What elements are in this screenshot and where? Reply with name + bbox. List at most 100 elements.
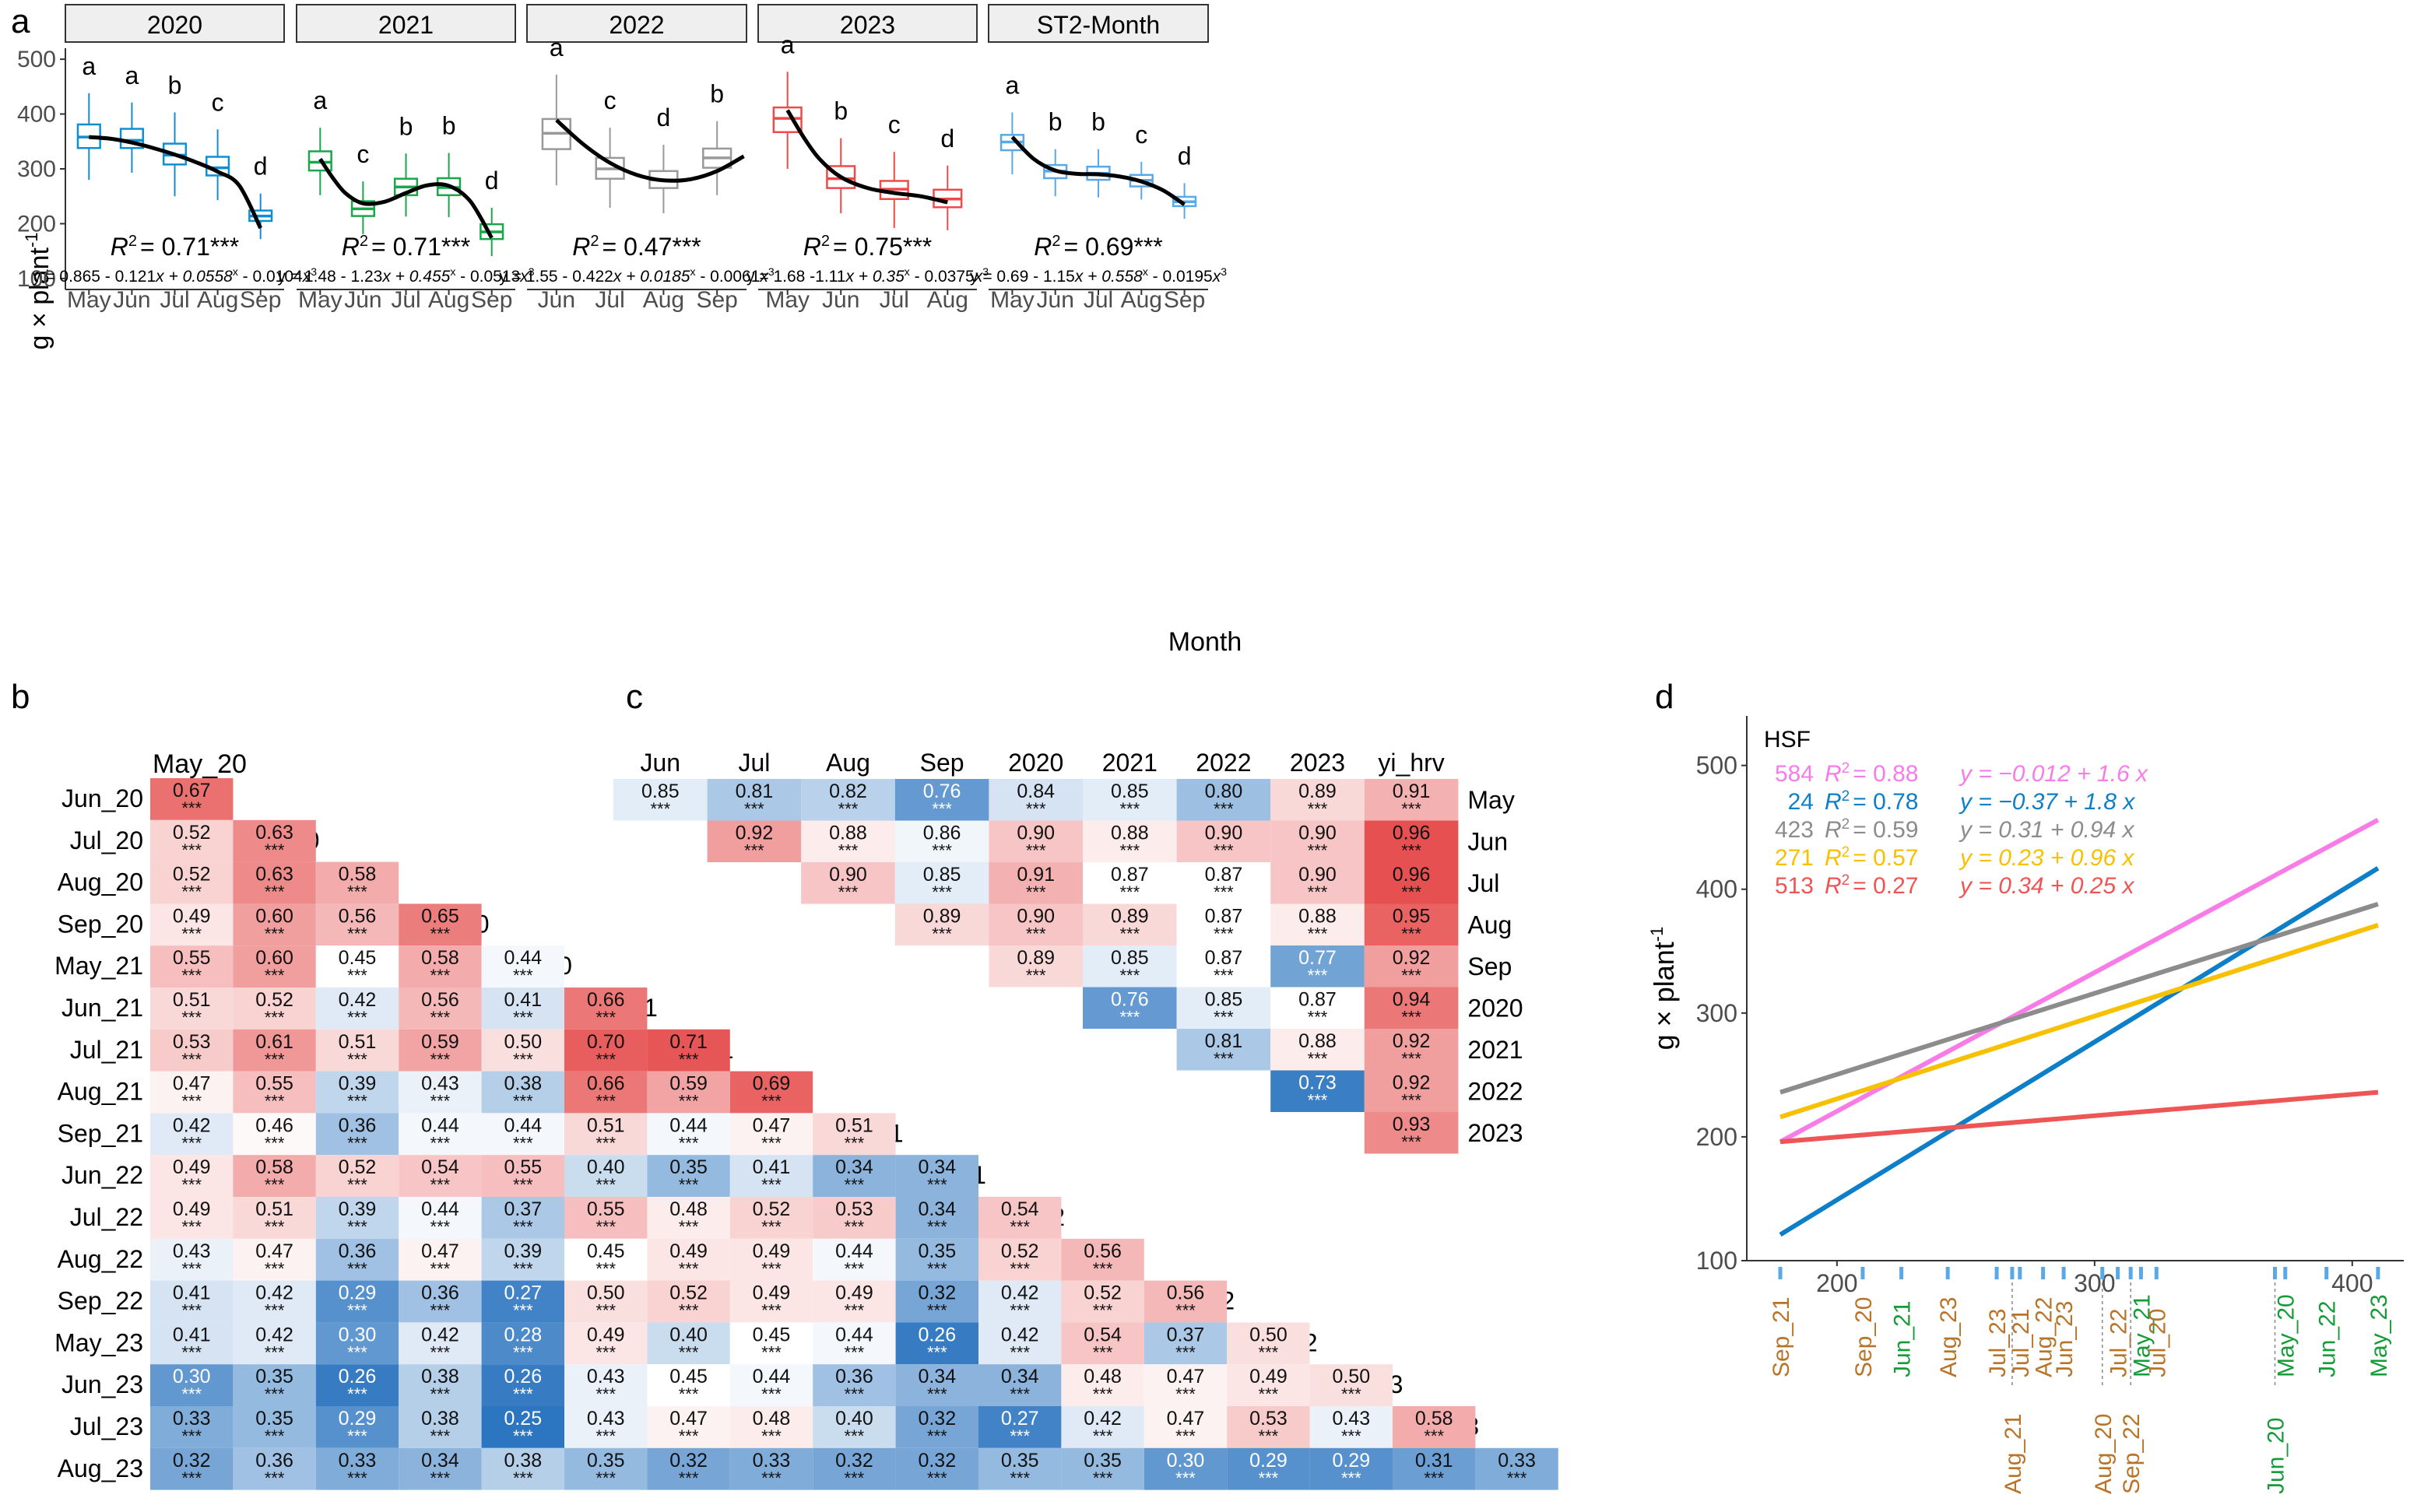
heatmap-b-value: 0.53 bbox=[173, 1031, 211, 1053]
heatmap-c-value: 0.85 bbox=[1205, 989, 1243, 1011]
heatmap-b-cell bbox=[647, 1071, 730, 1114]
r2-symbol: R bbox=[342, 233, 360, 261]
heatmap-c-value: 0.89 bbox=[1017, 947, 1055, 969]
significance-letter: d bbox=[254, 153, 268, 181]
heatmap-c-row-label: 2023 bbox=[1467, 1119, 1523, 1147]
heatmap-c-value: 0.92 bbox=[1393, 947, 1431, 969]
panel-d-ytick-label: 500 bbox=[1696, 752, 1737, 780]
heatmap-b-value: 0.49 bbox=[835, 1282, 873, 1304]
heatmap-c-col-label: Jun bbox=[641, 749, 681, 777]
heatmap-b-sig: *** bbox=[181, 1384, 202, 1404]
heatmap-b-value: 0.50 bbox=[1332, 1366, 1370, 1387]
heatmap-b-cell bbox=[978, 1447, 1062, 1490]
heatmap-b-value: 0.52 bbox=[1001, 1240, 1039, 1262]
facet-title: 2021 bbox=[378, 11, 434, 39]
equation-part: x bbox=[1212, 268, 1222, 286]
facet-xtick-label: Jul bbox=[595, 287, 624, 313]
heatmap-c-value: 0.73 bbox=[1298, 1072, 1337, 1094]
heatmap-c-sig: *** bbox=[932, 882, 952, 902]
heatmap-b-sig: *** bbox=[845, 1342, 865, 1362]
heatmap-b-value: 0.49 bbox=[587, 1324, 625, 1345]
heatmap-b-cell bbox=[150, 988, 234, 1030]
heatmap-b-cell bbox=[647, 1197, 730, 1239]
heatmap-b-sig: *** bbox=[595, 1133, 616, 1152]
heatmap-b-value: 0.26 bbox=[918, 1324, 956, 1345]
heatmap-b-cell bbox=[150, 819, 234, 862]
heatmap-b-cell bbox=[399, 1155, 482, 1197]
heatmap-b-value: 0.39 bbox=[339, 1198, 377, 1220]
r2-value: = 0.69*** bbox=[1064, 233, 1163, 261]
heatmap-b-cell bbox=[729, 1071, 813, 1114]
heatmap-b-cell bbox=[233, 1322, 316, 1365]
heatmap-c-col-label: 2022 bbox=[1196, 749, 1251, 777]
heatmap-b-cell bbox=[1227, 1364, 1310, 1406]
heatmap-b-cell bbox=[1227, 1322, 1310, 1365]
heatmap-c-col-label: Sep bbox=[920, 749, 964, 777]
equation-part: x + 0.455 bbox=[381, 268, 450, 286]
heatmap-b-sig: *** bbox=[1259, 1342, 1279, 1362]
heatmap-c-value: 0.88 bbox=[1298, 906, 1337, 928]
heatmap-b-sig: *** bbox=[513, 1133, 533, 1152]
facet-title: 2022 bbox=[609, 11, 664, 39]
facet-strip bbox=[526, 4, 747, 43]
heatmap-b-cell bbox=[233, 1364, 316, 1406]
panel-a-ylabel: g × plant-1 bbox=[22, 233, 54, 350]
legend-r2: R2 = 0.27 bbox=[1825, 872, 1919, 899]
heatmap-b-cell bbox=[1309, 1364, 1393, 1406]
heatmap-c-value: 0.76 bbox=[1111, 989, 1149, 1011]
significance-letter: b bbox=[442, 112, 456, 140]
heatmap-b-cell bbox=[481, 1406, 564, 1448]
heatmap-b-cell bbox=[399, 1322, 482, 1365]
regression-equation: y = 1.48 - 1.23x + 0.455x - 0.0513x3 bbox=[277, 265, 534, 286]
heatmap-b-value: 0.51 bbox=[339, 1031, 377, 1053]
panel-b-heatmap: May_20Jun_200.67***Jun_20Jul_200.52***0.… bbox=[54, 749, 1558, 1490]
heatmap-c-sig: *** bbox=[1026, 882, 1046, 902]
panel-d-xtick-label: 300 bbox=[2074, 1269, 2115, 1297]
heatmap-b-cell bbox=[813, 1280, 896, 1323]
rug-label: Jun_22 bbox=[2315, 1301, 2341, 1377]
heatmap-c-value: 0.76 bbox=[923, 781, 961, 802]
regression-equation: y = 1.68 -1.11x + 0.35x - 0.0375x3 bbox=[747, 265, 989, 286]
heatmap-b-value: 0.66 bbox=[587, 989, 625, 1011]
heatmap-b-value: 0.54 bbox=[421, 1156, 459, 1178]
heatmap-b-value: 0.43 bbox=[173, 1240, 211, 1262]
heatmap-b-value: 0.60 bbox=[255, 947, 293, 969]
r2-value: = 0.75*** bbox=[833, 233, 932, 261]
legend-r2-value: = 0.27 bbox=[1853, 873, 1918, 899]
heatmap-b-sig: *** bbox=[1424, 1468, 1444, 1488]
facet-strip bbox=[65, 4, 285, 43]
heatmap-b-cell bbox=[813, 1238, 896, 1281]
heatmap-b-row-label: Jun_20 bbox=[61, 784, 143, 812]
rug-label: Jul_22 bbox=[2106, 1309, 2132, 1377]
heatmap-b-value: 0.32 bbox=[918, 1450, 956, 1472]
heatmap-c-value: 0.91 bbox=[1393, 781, 1431, 802]
heatmap-b-cell bbox=[315, 1071, 399, 1114]
heatmap-b-cell bbox=[564, 1113, 648, 1156]
heatmap-c-cell bbox=[1364, 903, 1459, 945]
heatmap-b-value: 0.55 bbox=[255, 1073, 293, 1095]
r2-annotation: R2 = 0.69*** bbox=[1034, 233, 1162, 261]
heatmap-b-sig: *** bbox=[430, 1133, 451, 1152]
facet-xtick-label: Aug bbox=[643, 287, 684, 313]
heatmap-b-value: 0.38 bbox=[421, 1408, 459, 1430]
fitted-curve bbox=[318, 157, 494, 240]
heatmap-b-cell bbox=[233, 1029, 316, 1072]
heatmap-c-sig: *** bbox=[1401, 1008, 1421, 1027]
legend-title: HSF bbox=[1764, 727, 1811, 752]
legend-n: 24 bbox=[1788, 789, 1814, 815]
heatmap-b-value: 0.52 bbox=[255, 989, 293, 1011]
equation-part: - 0.0513 bbox=[455, 268, 520, 286]
heatmap-b-value: 0.52 bbox=[753, 1198, 791, 1220]
facet-xtick-label: Sep bbox=[240, 287, 281, 313]
heatmap-b-sig: *** bbox=[181, 1426, 202, 1446]
heatmap-b-value: 0.52 bbox=[1084, 1282, 1122, 1304]
heatmap-b-sig: *** bbox=[595, 1050, 616, 1069]
heatmap-b-value: 0.45 bbox=[669, 1366, 708, 1387]
heatmap-b-cell bbox=[647, 1447, 730, 1490]
heatmap-c-value: 0.84 bbox=[1017, 781, 1055, 802]
panel-a-label: a bbox=[11, 2, 30, 40]
heatmap-c-value: 0.77 bbox=[1298, 947, 1337, 969]
heatmap-c-value: 0.85 bbox=[1111, 947, 1149, 969]
heatmap-b-sig: *** bbox=[181, 924, 202, 943]
